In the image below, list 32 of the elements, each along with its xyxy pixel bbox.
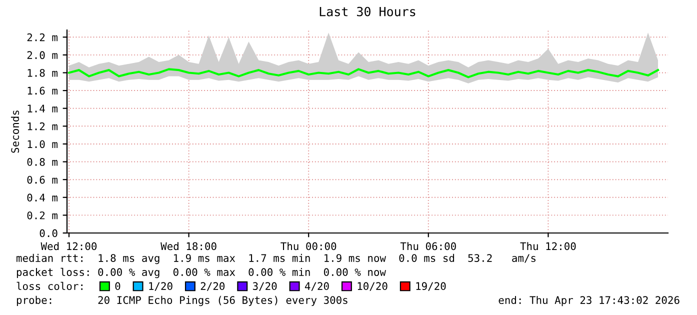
legend-label: 1/20 [149, 282, 172, 291]
legend-label: 19/20 [416, 282, 446, 291]
legend-label: 0 [115, 282, 120, 290]
y-axis-title: Seconds [10, 110, 20, 153]
y-tick-label: 1.2 m [28, 122, 58, 130]
y-tick-label: 1.6 m [28, 86, 58, 95]
x-tick-label: Wed 12:00 [40, 242, 97, 250]
legend-title: loss color: [16, 282, 82, 290]
legend-label: 2/20 [200, 282, 225, 291]
y-tick-label: 2.0 m [27, 51, 58, 60]
y-tick-label: 0.4 m [27, 194, 58, 202]
y-tick-label: 0.2 m [27, 211, 58, 220]
chart-title: Last 30 Hours [320, 6, 416, 16]
text: probe: 20 ICMP Echo Pings (56 Bytes) every 300s [16, 296, 348, 306]
y-tick-label: 1.0 m [28, 140, 58, 148]
legend-label: 3/20 [252, 282, 277, 291]
y-tick-label: 1.8 m [28, 68, 58, 77]
y-tick-label: 0.6 m [27, 176, 58, 184]
x-tick-label: Thu 06:00 [400, 242, 456, 250]
legend-label: 4/20 [304, 282, 329, 291]
text: end: Thu Apr 23 17:43:02 2026 [498, 296, 680, 306]
x-tick-label: Wed 18:00 [160, 242, 216, 250]
y-tick-label: 0.8 m [27, 158, 58, 166]
text: packet loss: 0.00 % avg 0.00 % max 0.00 % min 0.00 % now [16, 268, 386, 278]
text: median rtt: 1.8 ms avg 1.9 ms max 1.7 ms min 1.9 ms now 0.0 ms sd 53.2 am/s [16, 254, 536, 264]
y-tick-label: 1.4 m [28, 104, 58, 112]
y-tick-label: 0.0 [40, 229, 58, 238]
legend-label: 10/20 [358, 282, 388, 291]
y-tick-label: 2.2 m [27, 33, 58, 42]
x-tick-label: Thu 12:00 [520, 242, 576, 250]
x-tick-label: Thu 00:00 [280, 242, 336, 250]
line-series [68, 68, 660, 78]
